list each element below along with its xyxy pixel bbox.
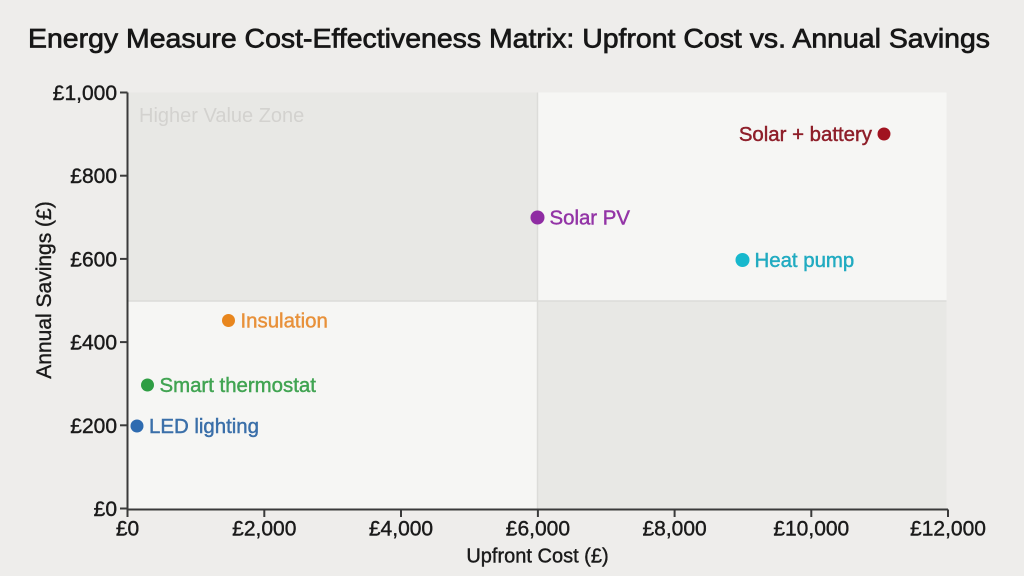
- svg-text:Smart thermostat: Smart thermostat: [160, 375, 317, 397]
- svg-text:£12,000: £12,000: [910, 518, 986, 541]
- svg-text:Energy Measure Cost-Effectiven: Energy Measure Cost-Effectiveness Matrix…: [28, 24, 990, 54]
- svg-text:£8,000: £8,000: [642, 518, 706, 541]
- svg-text:£4,000: £4,000: [369, 518, 433, 541]
- svg-text:LED lighting: LED lighting: [149, 416, 259, 438]
- svg-text:£600: £600: [70, 248, 117, 271]
- svg-text:£0: £0: [116, 518, 139, 541]
- svg-text:£0: £0: [94, 498, 117, 521]
- svg-text:Insulation: Insulation: [241, 311, 328, 333]
- svg-text:Solar + battery: Solar + battery: [739, 124, 873, 146]
- svg-text:£400: £400: [70, 332, 117, 355]
- svg-text:£6,000: £6,000: [506, 518, 570, 541]
- svg-text:Annual Savings (£): Annual Savings (£): [33, 201, 56, 378]
- svg-text:£200: £200: [70, 415, 117, 438]
- svg-text:£2,000: £2,000: [232, 518, 296, 541]
- svg-text:Heat pump: Heat pump: [755, 250, 855, 272]
- svg-text:Higher Value Zone: Higher Value Zone: [139, 105, 304, 127]
- svg-text:Solar PV: Solar PV: [550, 208, 631, 230]
- svg-text:Upfront Cost (£): Upfront Cost (£): [466, 546, 608, 568]
- svg-text:£1,000: £1,000: [53, 82, 117, 105]
- svg-text:£10,000: £10,000: [773, 518, 849, 541]
- svg-text:£800: £800: [70, 165, 117, 188]
